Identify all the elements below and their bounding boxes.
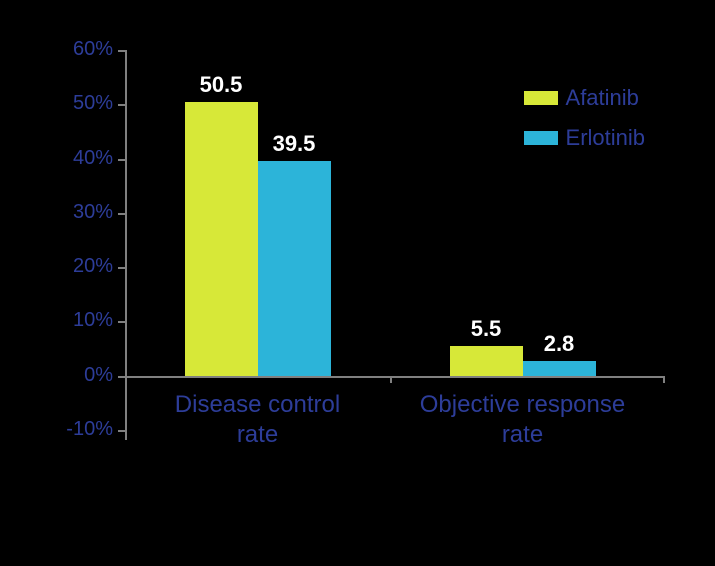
y-tick xyxy=(118,213,125,215)
y-axis-label: 30% xyxy=(55,201,113,224)
legend-label-afatinib: Afatinib xyxy=(566,85,639,111)
y-axis-label: -10% xyxy=(55,418,113,441)
y-tick xyxy=(118,376,125,378)
y-axis-label: 10% xyxy=(55,309,113,332)
category-label: Disease controlrate xyxy=(125,390,390,450)
legend-item-afatinib: Afatinib xyxy=(524,85,645,111)
y-tick xyxy=(118,104,125,106)
x-tick xyxy=(663,376,665,383)
legend-swatch-erlotinib xyxy=(524,131,558,145)
y-axis-label: 40% xyxy=(55,147,113,170)
bar-value-label: 2.8 xyxy=(513,331,606,357)
y-axis-label: 20% xyxy=(55,255,113,278)
y-tick xyxy=(118,267,125,269)
y-axis-label: 0% xyxy=(55,364,113,387)
chart-container: -10%0%10%20%30%40%50%60% 50.539.55.52.8 … xyxy=(55,35,675,525)
y-axis-label: 60% xyxy=(55,38,113,61)
x-tick xyxy=(125,376,127,383)
bar xyxy=(258,161,331,375)
legend-swatch-afatinib xyxy=(524,91,558,105)
bar-value-label: 39.5 xyxy=(248,131,341,157)
y-tick xyxy=(118,159,125,161)
category-label: Objective responserate xyxy=(390,390,655,450)
y-tick xyxy=(118,430,125,432)
y-axis-label: 50% xyxy=(55,92,113,115)
legend-label-erlotinib: Erlotinib xyxy=(566,125,645,151)
legend: Afatinib Erlotinib xyxy=(524,85,645,151)
x-tick xyxy=(390,376,392,383)
legend-item-erlotinib: Erlotinib xyxy=(524,125,645,151)
bar xyxy=(523,361,596,376)
y-tick xyxy=(118,321,125,323)
bar-value-label: 50.5 xyxy=(175,72,268,98)
y-tick xyxy=(118,50,125,52)
